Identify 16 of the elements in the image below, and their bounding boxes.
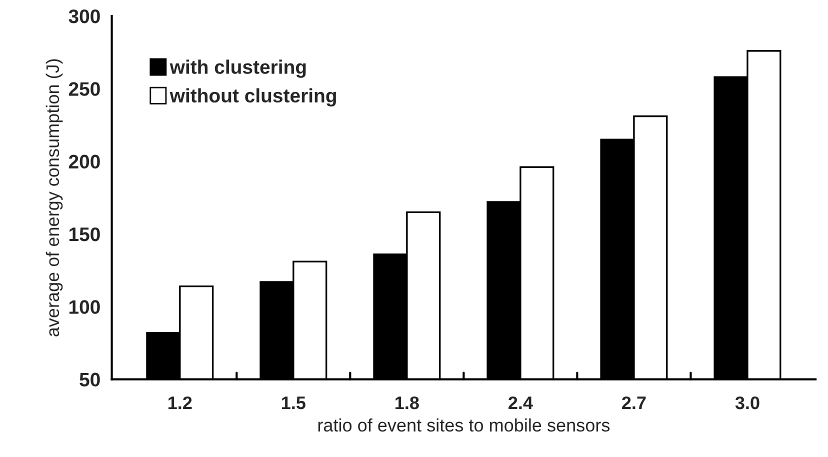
y-tick-label: 150 xyxy=(69,227,100,242)
y-tick-label: 50 xyxy=(80,372,100,387)
x-tick-label: 1.2 xyxy=(168,396,192,410)
x-tick-label: 2.7 xyxy=(622,396,646,410)
x-tick-label: 2.4 xyxy=(508,396,533,410)
legend-label: without clustering xyxy=(170,88,336,106)
x-tick-label: 1.8 xyxy=(396,396,419,410)
y-axis-title: average of energy consumption (J) xyxy=(46,59,63,336)
x-axis-title: ratio of event sites to mobile sensors xyxy=(318,418,610,432)
y-tick-label: 200 xyxy=(68,154,100,169)
legend-label: with clustering xyxy=(170,60,306,78)
y-tick-label: 250 xyxy=(68,82,100,96)
x-tick-label: 1.5 xyxy=(282,396,306,410)
y-tick-label: 300 xyxy=(68,9,100,24)
x-tick-label: 3.0 xyxy=(735,396,760,410)
y-tick-label: 100 xyxy=(69,300,100,314)
